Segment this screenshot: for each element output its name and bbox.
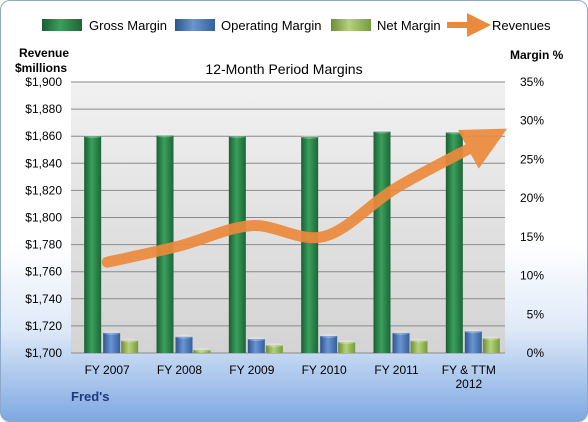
net-margin-bar-cap [410,338,428,343]
left-axis-label-line2: $millions [15,61,67,75]
net-margin-bar [410,340,428,353]
operating-margin-bar [175,336,193,353]
operating-margin-bar-cap [247,337,265,342]
bar-series [84,129,500,353]
category-label: FY 2009 [229,363,274,377]
net-margin-bar [338,342,356,353]
left-axis-ticks: $1,700 $1,720 $1,740 $1,760 $1,780 $1,800 $1,8… [25,75,62,360]
gross-margin-bar [84,136,102,353]
right-axis-tick-label: 0% [527,346,545,360]
left-axis-tick-label: $1,740 [25,292,62,306]
revenues-line [101,128,508,268]
category-label: FY 2007 [85,363,130,377]
operating-margin-bar [103,332,121,353]
category-label: FY 2011 [374,363,419,377]
legend-label-operating-margin: Operating Margin [221,18,321,33]
left-axis-tick-label: $1,780 [25,238,62,252]
gross-margin-bar-cap [301,134,319,139]
legend-label-gross-margin: Gross Margin [89,18,167,33]
legend: Gross Margin Operating Margin Net Margin… [42,13,551,37]
left-axis-tick-label: $1,760 [25,265,62,279]
left-axis-label-line1: Revenue [19,46,69,60]
legend-label-net-margin: Net Margin [377,18,441,33]
gross-margin-bar-cap [228,134,246,139]
right-axis-tick-label: 10% [520,269,544,283]
left-axis-tick-label: $1,880 [25,102,62,116]
net-margin-bar [482,338,500,353]
net-margin-bar [121,340,139,353]
gridlines [71,81,505,354]
operating-margin-bar-cap [392,330,410,335]
gross-margin-bar-cap [84,134,102,139]
right-axis-tick-label: 15% [520,230,544,244]
gross-margin-bar [373,131,391,353]
gross-margin-bar-cap [373,129,391,134]
right-axis-tick-label: 25% [520,152,544,166]
operating-margin-bar-cap [103,330,121,335]
category-label: FY 2010 [302,363,347,377]
operating-margin-bar-cap [320,333,338,338]
left-axis-tick-label: $1,720 [25,319,62,333]
category-labels: FY 2007 FY 2008 FY 2009 FY 2010 FY 2011 FY & … [85,363,496,391]
net-margin-bar-cap [265,343,283,348]
net-margin-bar-cap [482,336,500,341]
left-axis-tick-label: $1,900 [25,75,62,89]
gross-margin-bar [301,136,319,353]
left-axis-tick-label: $1,860 [25,129,62,143]
operating-margin-bar [392,332,410,353]
left-axis-tick-label: $1,700 [25,346,62,360]
operating-margin-bar [320,335,338,353]
left-axis-tick-label: $1,800 [25,211,62,225]
gross-margin-bar-cap [156,133,174,138]
legend-swatch-net-margin [331,19,371,31]
left-axis-tick-label: $1,840 [25,156,62,170]
right-axis-tick-label: 30% [520,114,544,128]
category-label: FY & TTM [442,363,496,377]
right-axis-ticks: 0% 5% 10% 15% 20% 25% 30% 35% [520,75,544,360]
legend-swatch-gross-margin [42,19,82,31]
revenues-line-group [101,128,508,268]
category-label: FY 2008 [157,363,202,377]
gross-margin-bar-cap [445,130,463,135]
right-axis-tick-label: 5% [527,307,545,321]
footer-label: Fred's [71,389,110,404]
net-margin-bar-cap [121,338,139,343]
left-axis-tick-label: $1,820 [25,183,62,197]
right-axis-tick-label: 20% [520,191,544,205]
right-axis-tick-label: 35% [520,75,544,89]
operating-margin-bar [247,339,265,353]
net-margin-bar [193,349,211,353]
legend-label-revenues: Revenues [492,18,551,33]
operating-margin-bar [464,331,482,353]
net-margin-bar-cap [338,340,356,345]
net-margin-bar [265,345,283,353]
operating-margin-bar-cap [175,334,193,339]
gross-margin-bar [228,136,246,353]
gross-margin-bar [445,132,463,353]
legend-swatch-operating-margin [175,19,215,31]
operating-margin-bar-cap [464,329,482,334]
right-axis-label: Margin % [510,48,564,62]
chart-title: 12-Month Period Margins [205,61,362,77]
net-margin-bar-cap [193,347,211,352]
category-label: 2012 [455,377,482,391]
